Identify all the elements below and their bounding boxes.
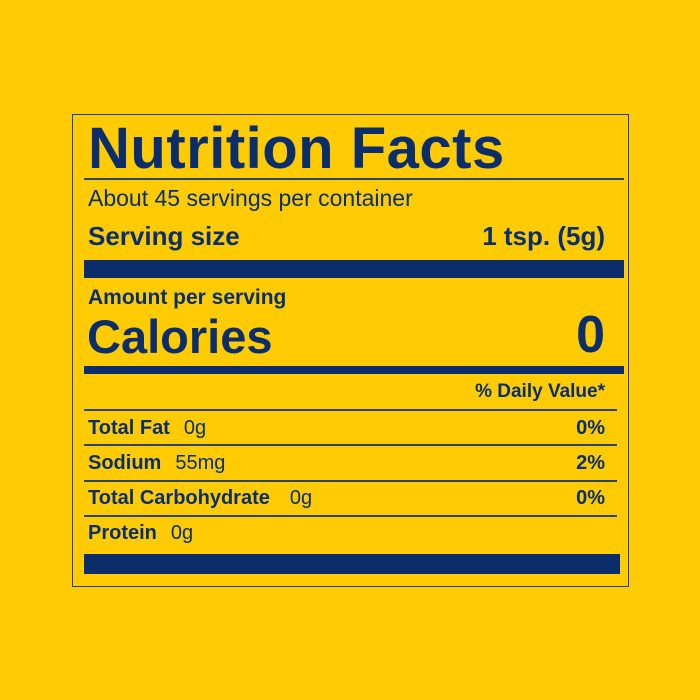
calories-label: Calories bbox=[87, 310, 273, 363]
nutrient-dv: 2% bbox=[576, 451, 605, 474]
nutrient-name: Total Carbohydrate bbox=[88, 486, 270, 509]
nutrition-label-border bbox=[72, 114, 629, 587]
nutrient-name: Sodium bbox=[88, 451, 162, 474]
nutrient-dv: 0% bbox=[576, 416, 605, 439]
bottom-thick-divider bbox=[84, 554, 620, 574]
divider bbox=[84, 178, 624, 180]
nutrient-name: Protein bbox=[88, 521, 157, 544]
label-title: Nutrition Facts bbox=[88, 116, 505, 181]
daily-value-header: % Daily Value* bbox=[475, 381, 605, 402]
divider bbox=[84, 480, 617, 482]
thick-divider bbox=[84, 260, 624, 278]
nutrient-amount: 0g bbox=[183, 416, 207, 439]
nutrient-amount: 0g bbox=[289, 486, 313, 509]
amount-per-serving: Amount per serving bbox=[88, 286, 287, 309]
medium-divider bbox=[84, 366, 624, 374]
nutrient-name: Total Fat bbox=[88, 416, 170, 439]
nutrient-amount: 55mg bbox=[175, 451, 226, 474]
divider bbox=[84, 409, 617, 411]
serving-size-label: Serving size bbox=[88, 221, 240, 251]
divider bbox=[84, 515, 617, 517]
nutrient-row-sodium: Sodium 55mg 2% bbox=[88, 446, 605, 480]
calories-value: 0 bbox=[576, 306, 605, 364]
divider bbox=[84, 444, 617, 446]
serving-size-value: 1 tsp. (5g) bbox=[482, 221, 605, 251]
servings-per-container: About 45 servings per container bbox=[88, 185, 413, 211]
nutrient-amount: 0g bbox=[170, 521, 194, 544]
nutrient-row-total-fat: Total Fat 0g 0% bbox=[88, 411, 605, 445]
nutrient-row-protein: Protein 0g bbox=[88, 516, 605, 550]
nutrient-dv: 0% bbox=[576, 486, 605, 509]
nutrient-row-total-carbohydrate: Total Carbohydrate 0g 0% bbox=[88, 481, 605, 515]
